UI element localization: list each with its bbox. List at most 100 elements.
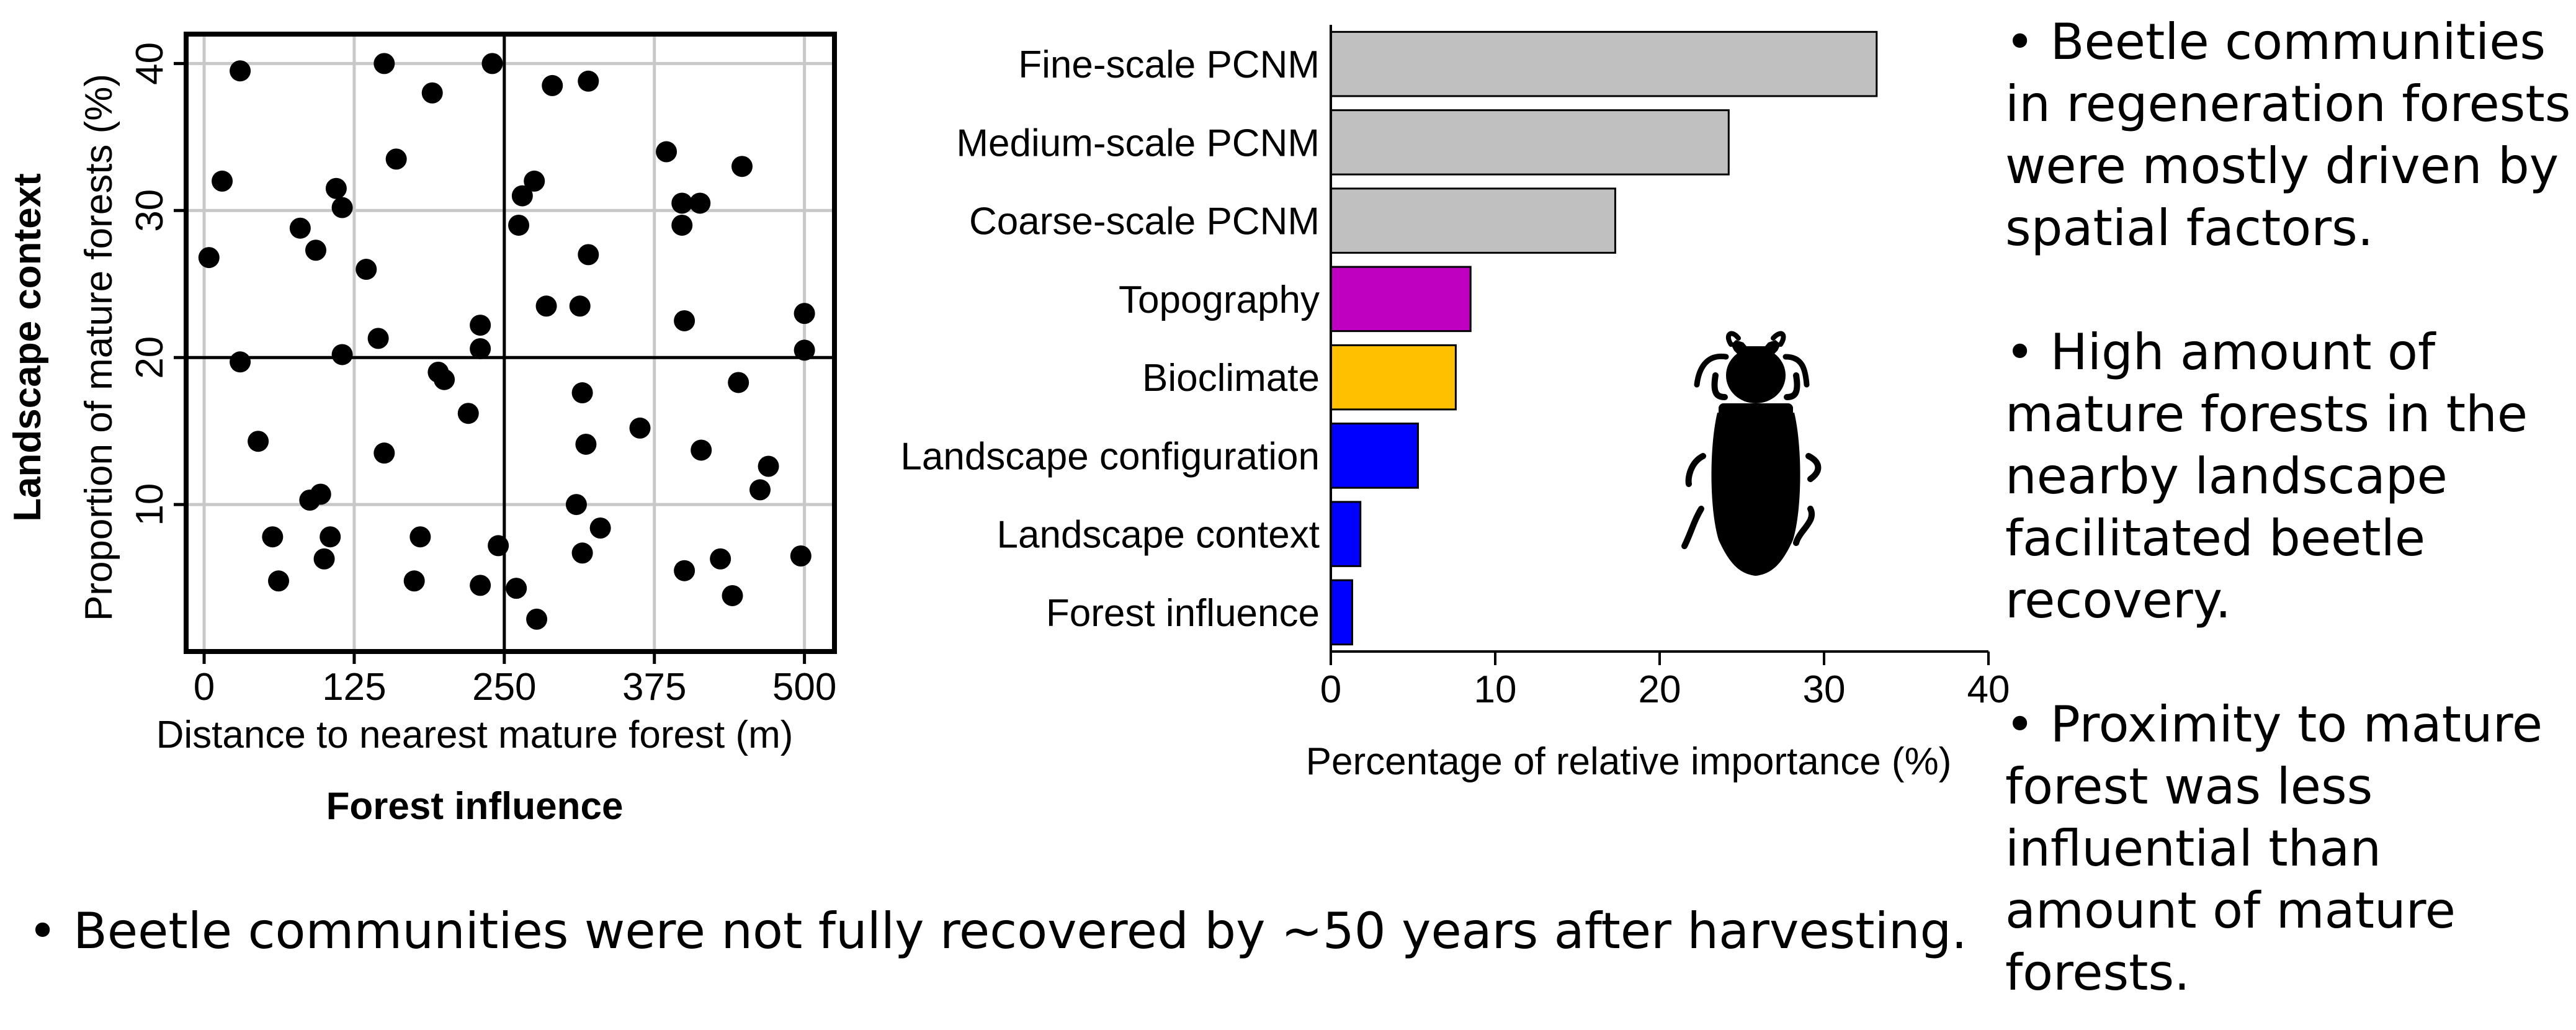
- scatter-point: [385, 148, 407, 170]
- bar-category-label: Medium-scale PCNM: [956, 122, 1320, 164]
- bar-chart: Fine-scale PCNM Medium-scale PCNM Coarse-s…: [900, 25, 2010, 783]
- scatter-point: [524, 170, 545, 192]
- scatter-point: [526, 608, 548, 630]
- right-bullet-line: facilitated beetle: [2005, 509, 2425, 567]
- scatter-point: [320, 526, 341, 548]
- scatter-x-axis-title: Forest influence: [326, 785, 624, 828]
- right-bullet-line: in regeneration forests: [2005, 75, 2570, 133]
- scatter-gridlines: [186, 34, 834, 652]
- bar: [1330, 266, 1472, 333]
- scatter-point: [589, 517, 611, 539]
- scatter-y-tick-label: 40: [128, 42, 171, 85]
- scatter-reference-lines: [186, 34, 834, 652]
- scatter-point: [305, 240, 326, 261]
- right-bullet-line: recovery.: [2005, 571, 2231, 629]
- scatter-point: [198, 247, 220, 269]
- bar-x-tick-label: 20: [1639, 668, 1681, 711]
- bar-category-label: Topography: [1119, 279, 1320, 321]
- scatter-point: [671, 192, 693, 214]
- bar-category-label: Forest influence: [1046, 592, 1320, 635]
- beetle-silhouette-icon: [1681, 331, 1822, 576]
- scatter-x-ticks: 0 125 250 375 500: [194, 652, 836, 709]
- scatter-point: [731, 156, 753, 177]
- scatter-point: [578, 244, 599, 266]
- scatter-x-tick-label: 0: [194, 666, 215, 709]
- scatter-plot: 0 125 250 375 500 10 20 30 40 Distance to neare…: [6, 32, 837, 828]
- right-bullet-line: forests.: [2005, 944, 2190, 1001]
- scatter-point: [790, 545, 812, 567]
- scatter-point: [488, 535, 509, 557]
- scatter-point: [421, 82, 443, 104]
- bullet-dot: •: [28, 902, 57, 960]
- scatter-x-tick-label: 500: [772, 666, 836, 709]
- scatter-point: [262, 526, 284, 548]
- scatter-point: [331, 197, 353, 218]
- scatter-point: [691, 439, 712, 461]
- right-bullet-line: spatial factors.: [2005, 199, 2373, 257]
- scatter-point: [508, 214, 530, 236]
- scatter-point: [248, 431, 269, 452]
- scatter-point: [289, 217, 311, 239]
- scatter-point: [689, 192, 711, 214]
- bar-rects: [1330, 30, 1878, 646]
- scatter-point: [373, 442, 395, 464]
- scatter-point: [542, 74, 563, 96]
- scatter-point: [434, 369, 455, 390]
- scatter-point: [313, 548, 335, 570]
- bar-category-labels: Fine-scale PCNM Medium-scale PCNM Coarse-s…: [900, 43, 1320, 635]
- scatter-point: [575, 433, 597, 455]
- scatter-point: [656, 141, 678, 163]
- scatter-point: [230, 351, 251, 373]
- scatter-point: [571, 542, 593, 564]
- bar-category-label: Landscape context: [997, 514, 1320, 557]
- scatter-point: [506, 578, 527, 599]
- bar-x-tick-label: 40: [1967, 668, 2010, 711]
- scatter-points: [198, 53, 815, 630]
- scatter-x-tick-label: 375: [622, 666, 686, 709]
- scatter-point: [373, 53, 395, 74]
- scatter-point: [367, 328, 389, 349]
- scatter-point: [728, 372, 749, 393]
- right-bullet-line: • Beetle communities: [2005, 13, 2546, 71]
- scatter-point: [310, 483, 331, 505]
- bar-category-label: Fine-scale PCNM: [1018, 43, 1320, 86]
- scatter-point: [565, 494, 587, 516]
- scatter-point: [749, 479, 771, 501]
- scatter-x-tick-label: 250: [472, 666, 536, 709]
- bar: [1330, 30, 1878, 97]
- scatter-point: [674, 310, 695, 331]
- scatter-point: [511, 185, 533, 207]
- scatter-point: [457, 403, 479, 424]
- right-bullet-line: • Proximity to mature: [2005, 696, 2542, 753]
- scatter-point: [674, 560, 695, 581]
- bar: [1330, 579, 1353, 646]
- scatter-point: [403, 570, 425, 592]
- scatter-point: [409, 526, 431, 548]
- right-bullet-line: mature forests in the: [2005, 385, 2528, 443]
- scatter-point: [571, 382, 593, 404]
- bar-category-label: Landscape configuration: [900, 435, 1320, 478]
- scatter-y-tick-label: 20: [128, 336, 171, 379]
- right-bullet-line: forest was less: [2005, 758, 2373, 815]
- scatter-point: [331, 344, 353, 365]
- right-bullet-line: amount of mature: [2005, 882, 2456, 939]
- scatter-y-tick-label: 10: [128, 483, 171, 526]
- scatter-point: [722, 584, 743, 606]
- bar: [1330, 109, 1730, 176]
- bar-category-label: Bioclimate: [1142, 357, 1320, 400]
- bar: [1330, 423, 1419, 489]
- scatter-point: [268, 570, 290, 592]
- scatter-y-ticks: 10 20 30 40: [128, 42, 186, 526]
- right-bullet-line: influential than: [2005, 820, 2381, 877]
- right-bullet-line: nearby landscape: [2005, 447, 2448, 505]
- scatter-point: [470, 575, 491, 596]
- scatter-point: [356, 259, 377, 280]
- bar: [1330, 344, 1457, 411]
- scatter-point: [629, 417, 651, 439]
- bar-x-tick-label: 30: [1803, 668, 1846, 711]
- scatter-y-tick-label: 30: [128, 189, 171, 232]
- scatter-point: [230, 60, 251, 82]
- scatter-y-axis-title: Landscape context: [6, 173, 49, 522]
- bar: [1330, 187, 1616, 254]
